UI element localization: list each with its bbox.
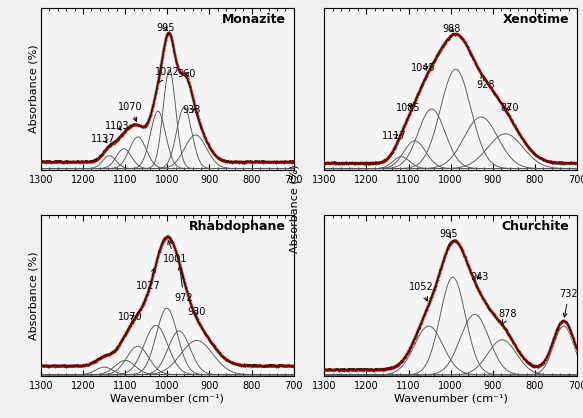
Text: Absorbance (%): Absorbance (%)	[289, 165, 300, 253]
Text: 933: 933	[182, 105, 201, 115]
Text: 1117: 1117	[382, 131, 407, 141]
Text: 988: 988	[442, 24, 461, 34]
Text: 960: 960	[178, 69, 196, 79]
Text: 1070: 1070	[118, 102, 143, 121]
Text: Rhabdophane: Rhabdophane	[189, 220, 286, 233]
Text: 943: 943	[470, 272, 489, 282]
Y-axis label: Absorbance (%): Absorbance (%)	[28, 251, 38, 340]
Text: 930: 930	[187, 307, 205, 317]
Text: 1045: 1045	[411, 63, 436, 73]
Text: 1070: 1070	[118, 312, 143, 322]
Text: 1137: 1137	[92, 134, 116, 144]
Text: 1052: 1052	[409, 282, 434, 301]
Text: Xenotime: Xenotime	[503, 13, 570, 26]
Text: 1027: 1027	[136, 268, 161, 291]
Y-axis label: Absorbance (%): Absorbance (%)	[28, 45, 38, 133]
Text: 972: 972	[174, 266, 193, 303]
Text: Monazite: Monazite	[222, 13, 286, 26]
Text: 995: 995	[440, 229, 458, 240]
Text: 878: 878	[498, 309, 517, 325]
Text: 1001: 1001	[163, 240, 188, 264]
Text: 995: 995	[156, 23, 174, 33]
Text: 732: 732	[560, 289, 578, 317]
Text: 1085: 1085	[396, 103, 420, 113]
Text: 928: 928	[476, 74, 494, 90]
X-axis label: Wavenumber (cm⁻¹): Wavenumber (cm⁻¹)	[110, 394, 224, 404]
Text: 1022: 1022	[154, 67, 180, 82]
Text: 1103: 1103	[105, 121, 129, 131]
X-axis label: Wavenumber (cm⁻¹): Wavenumber (cm⁻¹)	[394, 394, 508, 404]
Text: 870: 870	[500, 103, 519, 113]
Text: Churchite: Churchite	[502, 220, 570, 233]
